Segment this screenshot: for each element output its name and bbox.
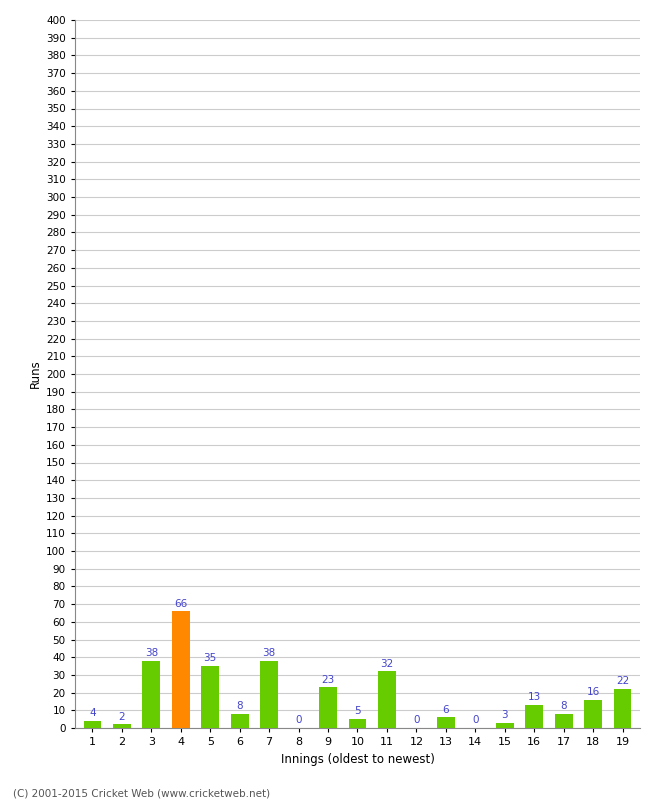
Text: 8: 8 — [237, 701, 243, 711]
Text: 66: 66 — [174, 598, 187, 609]
Text: 6: 6 — [443, 705, 449, 714]
Text: 35: 35 — [203, 654, 217, 663]
Bar — [142, 661, 160, 728]
Bar — [113, 725, 131, 728]
Text: 2: 2 — [118, 712, 125, 722]
Text: 22: 22 — [616, 677, 629, 686]
Text: 8: 8 — [560, 701, 567, 711]
Text: 0: 0 — [295, 715, 302, 726]
Text: 0: 0 — [413, 715, 420, 726]
Y-axis label: Runs: Runs — [29, 360, 42, 388]
Text: 32: 32 — [380, 658, 394, 669]
Text: 0: 0 — [472, 715, 478, 726]
Bar — [378, 671, 396, 728]
Text: 16: 16 — [586, 687, 600, 697]
Bar — [525, 705, 543, 728]
Text: 4: 4 — [89, 708, 96, 718]
Text: 38: 38 — [263, 648, 276, 658]
Bar — [172, 611, 190, 728]
Bar — [584, 700, 602, 728]
Text: (C) 2001-2015 Cricket Web (www.cricketweb.net): (C) 2001-2015 Cricket Web (www.cricketwe… — [13, 788, 270, 798]
Text: 3: 3 — [501, 710, 508, 720]
Bar — [260, 661, 278, 728]
Text: 23: 23 — [321, 674, 335, 685]
Bar — [84, 721, 101, 728]
Bar — [555, 714, 573, 728]
Bar — [496, 722, 514, 728]
Bar — [231, 714, 248, 728]
Text: 5: 5 — [354, 706, 361, 717]
Bar — [202, 666, 219, 728]
Bar — [319, 687, 337, 728]
Bar — [614, 689, 631, 728]
Bar — [348, 719, 367, 728]
X-axis label: Innings (oldest to newest): Innings (oldest to newest) — [281, 753, 434, 766]
Text: 38: 38 — [145, 648, 158, 658]
Text: 13: 13 — [528, 692, 541, 702]
Bar — [437, 718, 455, 728]
